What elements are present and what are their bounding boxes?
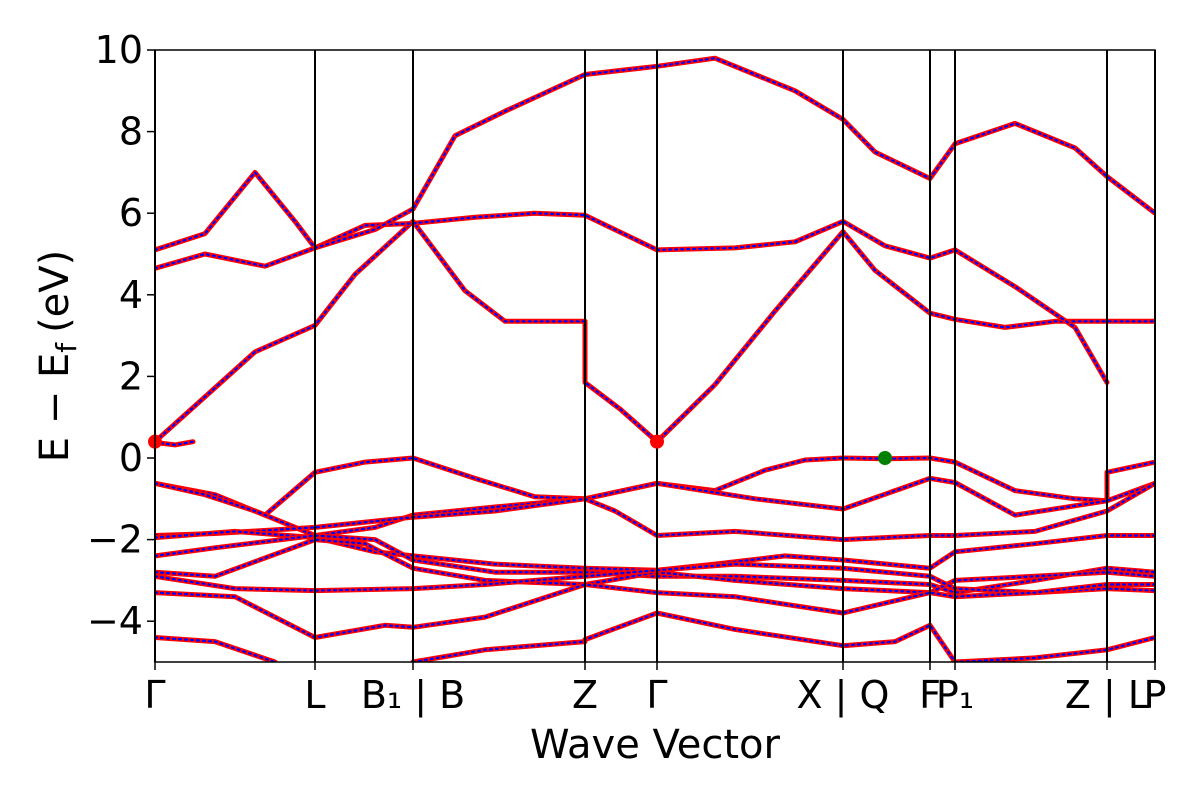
x-ticks: Γ L B₁ | B Z Γ X | Q FP₁ Z | LP <box>144 662 1166 718</box>
x-tick-label-8: Z | L <box>1065 673 1149 718</box>
y-axis-label-unit: (eV) <box>32 250 78 333</box>
markers-layer <box>148 434 892 465</box>
band-line-12-spin-up <box>410 610 1155 662</box>
band-line-5-spin-down <box>155 477 1155 537</box>
band-line-13-spin-down <box>155 636 277 662</box>
y-ticks: −4 −2 0 2 4 6 8 10 <box>87 28 155 643</box>
y-tick-label-5: 6 <box>119 191 143 235</box>
x-tick-label-4: Γ <box>646 673 667 717</box>
band-line-2-spin-down <box>155 57 1155 251</box>
band-line-4-spin-down <box>155 456 1155 517</box>
x-tick-label-5: X | Q <box>797 673 890 718</box>
x-tick-label-1: L <box>304 673 325 717</box>
y-axis-label-main: E − E <box>32 353 78 463</box>
y-tick-label-6: 8 <box>119 110 143 154</box>
x-tick-label-2: B₁ | B <box>361 673 465 718</box>
band-line-11-spin-down <box>155 583 1155 639</box>
bands-layer <box>155 55 1155 662</box>
x-tick-label-7: P₁ <box>936 673 974 717</box>
plot-frame <box>154 49 1156 663</box>
band-line-1-spin-up <box>155 210 1110 385</box>
y-tick-label-4: 4 <box>119 273 143 317</box>
band-line-0-spin-down <box>155 219 1155 444</box>
y-tick-label-7: 10 <box>95 28 143 72</box>
y-tick-label-0: −4 <box>87 599 143 643</box>
x-tick-label-6: F <box>919 673 941 717</box>
y-axis-label: E − Ef (eV) <box>32 250 83 463</box>
y-tick-label-3: 2 <box>119 354 143 398</box>
band-line-2-spin-up <box>155 55 1155 253</box>
y-tick-label-2: 0 <box>119 436 143 480</box>
x-axis-label: Wave Vector <box>530 722 781 768</box>
y-tick-label-1: −2 <box>87 518 143 562</box>
band-edge-marker-1 <box>650 434 664 449</box>
x-tick-label-9: P <box>1144 673 1167 717</box>
x-tick-label-0: Γ <box>144 673 165 717</box>
band-line-0-spin-up <box>155 218 1155 445</box>
x-tick-label-3: Z <box>572 673 598 717</box>
y-axis-label-sub: f <box>50 342 83 353</box>
band-line-4-spin-up <box>155 455 1155 518</box>
band-edge-marker-2 <box>878 451 892 465</box>
